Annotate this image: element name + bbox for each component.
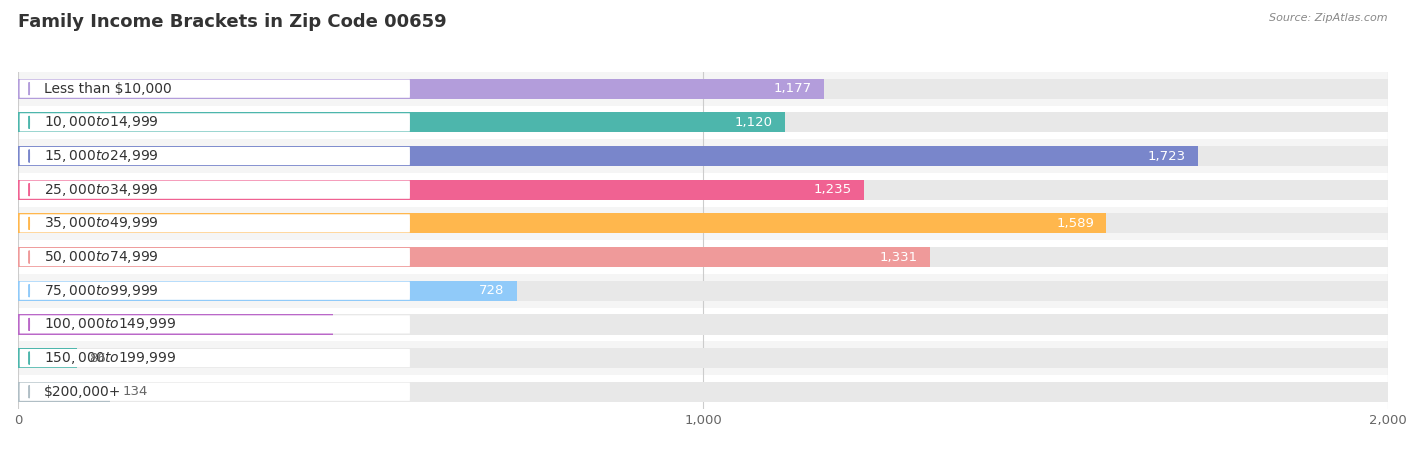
Text: 1,331: 1,331 bbox=[879, 251, 917, 264]
Bar bbox=[18, 146, 1198, 166]
Text: $100,000 to $149,999: $100,000 to $149,999 bbox=[44, 317, 176, 332]
Text: 460: 460 bbox=[295, 318, 321, 331]
Text: $75,000 to $99,999: $75,000 to $99,999 bbox=[44, 283, 159, 299]
Bar bbox=[18, 382, 110, 402]
Bar bbox=[18, 180, 1388, 200]
Text: $25,000 to $34,999: $25,000 to $34,999 bbox=[44, 182, 159, 198]
FancyBboxPatch shape bbox=[20, 383, 411, 401]
FancyBboxPatch shape bbox=[20, 79, 411, 98]
Text: $10,000 to $14,999: $10,000 to $14,999 bbox=[44, 114, 159, 130]
FancyBboxPatch shape bbox=[18, 139, 1388, 173]
Text: $150,000 to $199,999: $150,000 to $199,999 bbox=[44, 350, 176, 366]
Text: 1,723: 1,723 bbox=[1147, 150, 1185, 163]
Bar bbox=[18, 112, 785, 132]
Bar bbox=[18, 180, 863, 200]
Text: $15,000 to $24,999: $15,000 to $24,999 bbox=[44, 148, 159, 164]
Text: 728: 728 bbox=[479, 284, 505, 297]
FancyBboxPatch shape bbox=[18, 173, 1388, 207]
Bar bbox=[18, 79, 824, 99]
FancyBboxPatch shape bbox=[20, 248, 411, 266]
Text: 1,120: 1,120 bbox=[735, 116, 773, 129]
Bar bbox=[18, 281, 1388, 301]
Bar bbox=[18, 213, 1107, 233]
Bar bbox=[18, 79, 1388, 99]
Bar bbox=[18, 314, 333, 335]
FancyBboxPatch shape bbox=[18, 375, 1388, 409]
FancyBboxPatch shape bbox=[18, 341, 1388, 375]
FancyBboxPatch shape bbox=[20, 282, 411, 300]
Bar bbox=[18, 382, 1388, 402]
FancyBboxPatch shape bbox=[20, 147, 411, 165]
FancyBboxPatch shape bbox=[18, 274, 1388, 308]
Bar bbox=[18, 247, 929, 267]
Bar bbox=[18, 213, 1388, 233]
Bar bbox=[18, 348, 1388, 368]
Bar bbox=[18, 146, 1388, 166]
Text: 1,589: 1,589 bbox=[1056, 217, 1094, 230]
FancyBboxPatch shape bbox=[20, 315, 411, 334]
FancyBboxPatch shape bbox=[18, 207, 1388, 240]
Bar bbox=[18, 247, 1388, 267]
Text: $50,000 to $74,999: $50,000 to $74,999 bbox=[44, 249, 159, 265]
FancyBboxPatch shape bbox=[20, 113, 411, 132]
FancyBboxPatch shape bbox=[20, 180, 411, 199]
FancyBboxPatch shape bbox=[18, 106, 1388, 139]
Text: Family Income Brackets in Zip Code 00659: Family Income Brackets in Zip Code 00659 bbox=[18, 13, 447, 31]
Text: 1,235: 1,235 bbox=[814, 183, 852, 196]
Text: 86: 86 bbox=[90, 352, 107, 365]
Bar bbox=[18, 314, 1388, 335]
Bar bbox=[18, 112, 1388, 132]
Bar bbox=[18, 348, 77, 368]
FancyBboxPatch shape bbox=[20, 214, 411, 233]
Text: 134: 134 bbox=[122, 385, 148, 398]
FancyBboxPatch shape bbox=[18, 72, 1388, 106]
FancyBboxPatch shape bbox=[18, 308, 1388, 341]
FancyBboxPatch shape bbox=[18, 240, 1388, 274]
Text: $200,000+: $200,000+ bbox=[44, 385, 121, 399]
FancyBboxPatch shape bbox=[20, 349, 411, 367]
Text: 1,177: 1,177 bbox=[773, 82, 811, 95]
Bar bbox=[18, 281, 517, 301]
Text: Less than $10,000: Less than $10,000 bbox=[44, 82, 172, 96]
Text: Source: ZipAtlas.com: Source: ZipAtlas.com bbox=[1270, 13, 1388, 23]
Text: $35,000 to $49,999: $35,000 to $49,999 bbox=[44, 216, 159, 231]
